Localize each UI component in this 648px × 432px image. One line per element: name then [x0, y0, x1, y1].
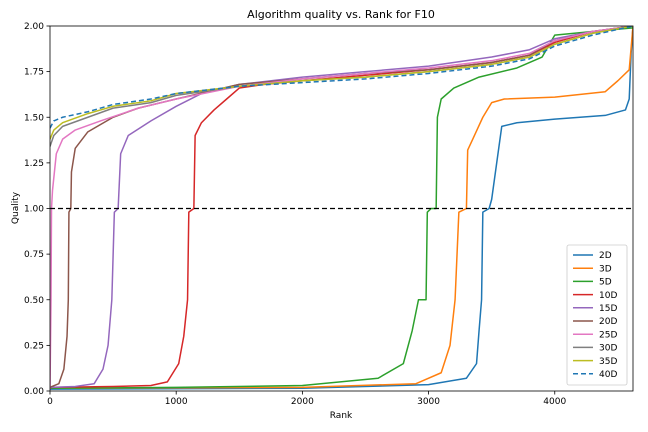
y-tick-label: 2.00 — [24, 22, 44, 32]
x-tick-label: 4000 — [543, 397, 566, 407]
legend-label-3d: 3D — [599, 264, 612, 274]
y-axis-label: Quality — [11, 191, 21, 224]
y-tick-label: 1.75 — [24, 68, 44, 78]
legend-label-25d: 25D — [599, 330, 617, 340]
legend-label-35d: 35D — [599, 357, 617, 367]
series-line-5d — [50, 27, 633, 390]
series-line-2d — [50, 26, 633, 390]
y-tick-label: 1.50 — [24, 113, 44, 123]
x-axis-label: Rank — [330, 411, 353, 421]
series-group — [50, 26, 633, 390]
legend-label-30d: 30D — [599, 344, 617, 354]
x-tick-label: 3000 — [417, 397, 440, 407]
y-tick-label: 1.25 — [24, 159, 44, 169]
x-tick-label: 2000 — [291, 397, 314, 407]
y-tick-label: 0.00 — [24, 387, 44, 397]
y-tick-label: 0.75 — [24, 250, 44, 260]
legend-label-10d: 10D — [599, 291, 617, 301]
y-tick-label: 1.00 — [24, 205, 44, 215]
series-line-35d — [50, 26, 633, 140]
legend-label-40d: 40D — [599, 370, 617, 380]
x-tick-label: 1000 — [165, 397, 188, 407]
legend-label-15d: 15D — [599, 304, 617, 314]
series-line-25d — [50, 26, 633, 390]
legend-label-20d: 20D — [599, 317, 617, 327]
legend: 2D 3D 5D 10D 15D 20D 25D 30D 35D 40D — [566, 244, 628, 386]
series-line-15d — [50, 26, 633, 389]
legend-box — [566, 244, 628, 386]
series-line-3d — [50, 26, 633, 390]
y-tick-label: 0.50 — [24, 296, 44, 306]
plot-area: 0 1000 2000 3000 4000 0.00 0.25 0.50 0.75 1.00 1.2… — [24, 22, 634, 407]
y-tick-label: 0.25 — [24, 341, 44, 351]
legend-label-2d: 2D — [599, 251, 612, 261]
chart-title: Algorithm quality vs. Rank for F10 — [247, 8, 435, 21]
legend-label-5d: 5D — [599, 278, 612, 288]
x-tick-label: 0 — [47, 397, 53, 407]
